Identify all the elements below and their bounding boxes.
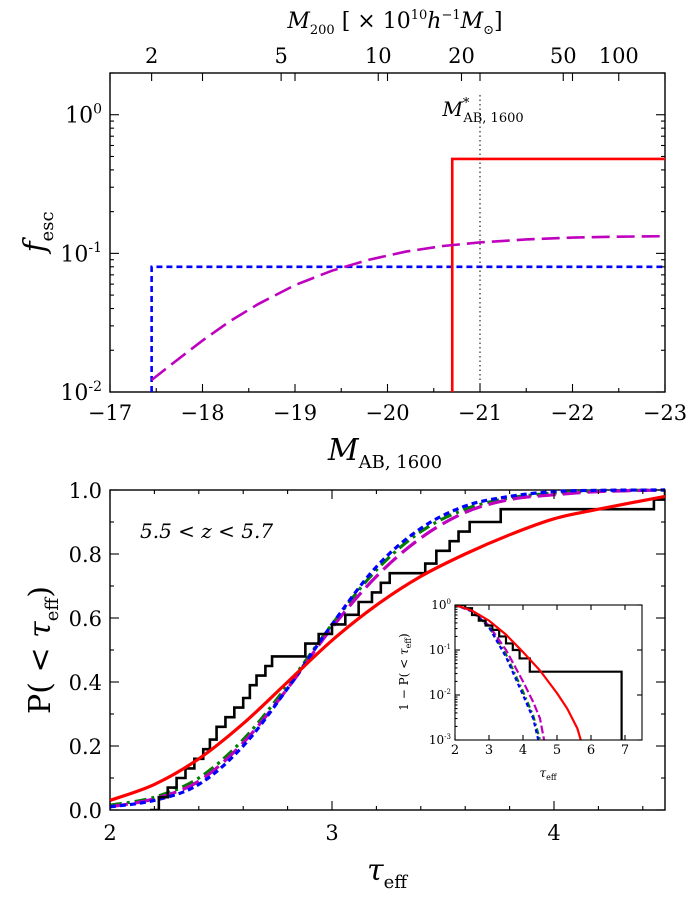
series-step-red bbox=[450, 157, 665, 392]
x-tick-label: 4 bbox=[547, 821, 560, 845]
cdf-y-axis-label: P( < τeff) bbox=[23, 586, 63, 714]
x-tick-label: 2 bbox=[103, 821, 116, 845]
mstar-annotation: M* AB, 1600 bbox=[441, 96, 523, 126]
inset-y-tick-label: 10-3 bbox=[429, 733, 451, 747]
y-tick-label: 0.6 bbox=[69, 607, 102, 631]
x-tick-label: −18 bbox=[180, 401, 224, 425]
series-smooth-magenta bbox=[150, 234, 666, 382]
fesc-y-axis-label: fesc bbox=[18, 211, 58, 254]
x-tick-label: −20 bbox=[365, 401, 409, 425]
inset-x-tick-label: 3 bbox=[485, 743, 493, 758]
inset-plot-frame bbox=[454, 604, 643, 741]
inset-x-tick-label: 2 bbox=[451, 743, 459, 758]
series-observed bbox=[149, 490, 665, 810]
fesc-panel: −17 −18 −19 −20 −21 −22 −23 2 5 10 20 50 100 100 10-1 1… bbox=[18, 8, 687, 473]
top-axis-label: M200 [ × 1010h−1M⊙] bbox=[286, 8, 502, 38]
top-tick-label: 10 bbox=[365, 44, 392, 68]
y-tick-label: 0.8 bbox=[69, 543, 102, 567]
top-tick-label: 100 bbox=[599, 44, 639, 68]
x-tick-label: −23 bbox=[643, 401, 687, 425]
inset-x-tick-label: 4 bbox=[519, 743, 527, 758]
inset-series bbox=[455, 605, 623, 740]
y-tick-label: 0.0 bbox=[69, 799, 102, 823]
x-tick-label: −21 bbox=[458, 401, 502, 425]
fesc-x-axis-label: MAB, 1600 bbox=[327, 433, 442, 473]
inset-series-model-red bbox=[455, 605, 582, 740]
inset-ticks: 2 3 4 5 6 7 100 10-1 10-2 10-3 bbox=[429, 598, 642, 758]
x-tick-label: −19 bbox=[273, 401, 317, 425]
top-tick-label: 5 bbox=[274, 44, 287, 68]
inset-panel: 2 3 4 5 6 7 100 10-1 10-2 10-3 1 − P( < τeff) τef… bbox=[397, 598, 643, 782]
x-tick-label: −22 bbox=[550, 401, 594, 425]
x-tick-label: 3 bbox=[325, 821, 338, 845]
inset-x-axis-label: τeff bbox=[539, 766, 557, 782]
fesc-plot-frame bbox=[109, 72, 666, 393]
y-tick-label: 1.0 bbox=[69, 479, 102, 503]
inset-y-axis-label: 1 − P( < τeff) bbox=[397, 633, 413, 711]
y-tick-label: 10-2 bbox=[60, 379, 102, 406]
y-tick-label: 100 bbox=[65, 101, 102, 128]
inset-y-tick-label: 10-2 bbox=[429, 688, 451, 702]
inset-series-model-magenta bbox=[455, 605, 546, 740]
inset-x-tick-label: 5 bbox=[553, 743, 561, 758]
top-tick-label: 20 bbox=[448, 44, 475, 68]
inset-x-tick-label: 7 bbox=[621, 743, 629, 758]
y-tick-label: 0.4 bbox=[69, 671, 102, 695]
x-tick-label: −17 bbox=[88, 401, 132, 425]
y-tick-label: 10-1 bbox=[60, 240, 102, 267]
y-tick-label: 0.2 bbox=[69, 735, 102, 759]
inset-y-tick-label: 10-1 bbox=[429, 643, 451, 657]
cdf-x-axis-label: τeff bbox=[367, 853, 408, 893]
redshift-range-annotation: 5.5 < z < 5.7 bbox=[140, 519, 273, 543]
series-model-red bbox=[110, 494, 665, 802]
cdf-ticks: 2 3 4 0.0 0.2 0.4 0.6 0.8 1.0 bbox=[69, 479, 665, 845]
inset-x-tick-label: 6 bbox=[587, 743, 595, 758]
inset-series-model-blue bbox=[455, 605, 540, 740]
fesc-series bbox=[150, 157, 666, 392]
top-tick-label: 50 bbox=[550, 44, 577, 68]
fesc-ticks: −17 −18 −19 −20 −21 −22 −23 2 5 10 20 50 100 100 10-1 1… bbox=[60, 44, 687, 425]
inset-y-tick-label: 100 bbox=[431, 598, 451, 612]
top-tick-label: 2 bbox=[145, 44, 158, 68]
cdf-panel: 2 3 4 0.0 0.2 0.4 0.6 0.8 1.0 5.5 < z < 5.7 P( <… bbox=[23, 479, 666, 893]
series-step-blue bbox=[150, 265, 665, 392]
